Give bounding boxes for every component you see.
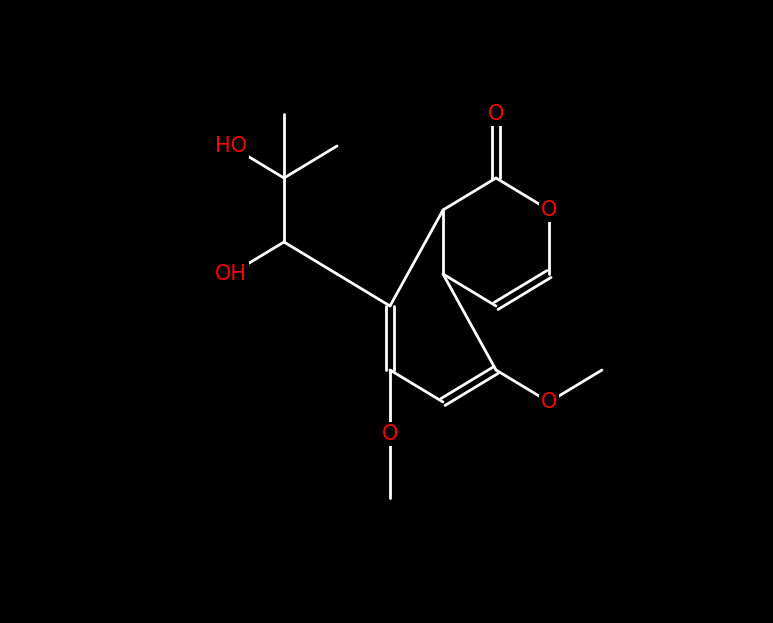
Text: O: O — [541, 392, 557, 412]
Text: O: O — [382, 424, 398, 444]
Text: HO: HO — [215, 136, 247, 156]
Text: OH: OH — [215, 264, 247, 284]
Text: O: O — [541, 200, 557, 220]
Text: O: O — [488, 104, 504, 124]
